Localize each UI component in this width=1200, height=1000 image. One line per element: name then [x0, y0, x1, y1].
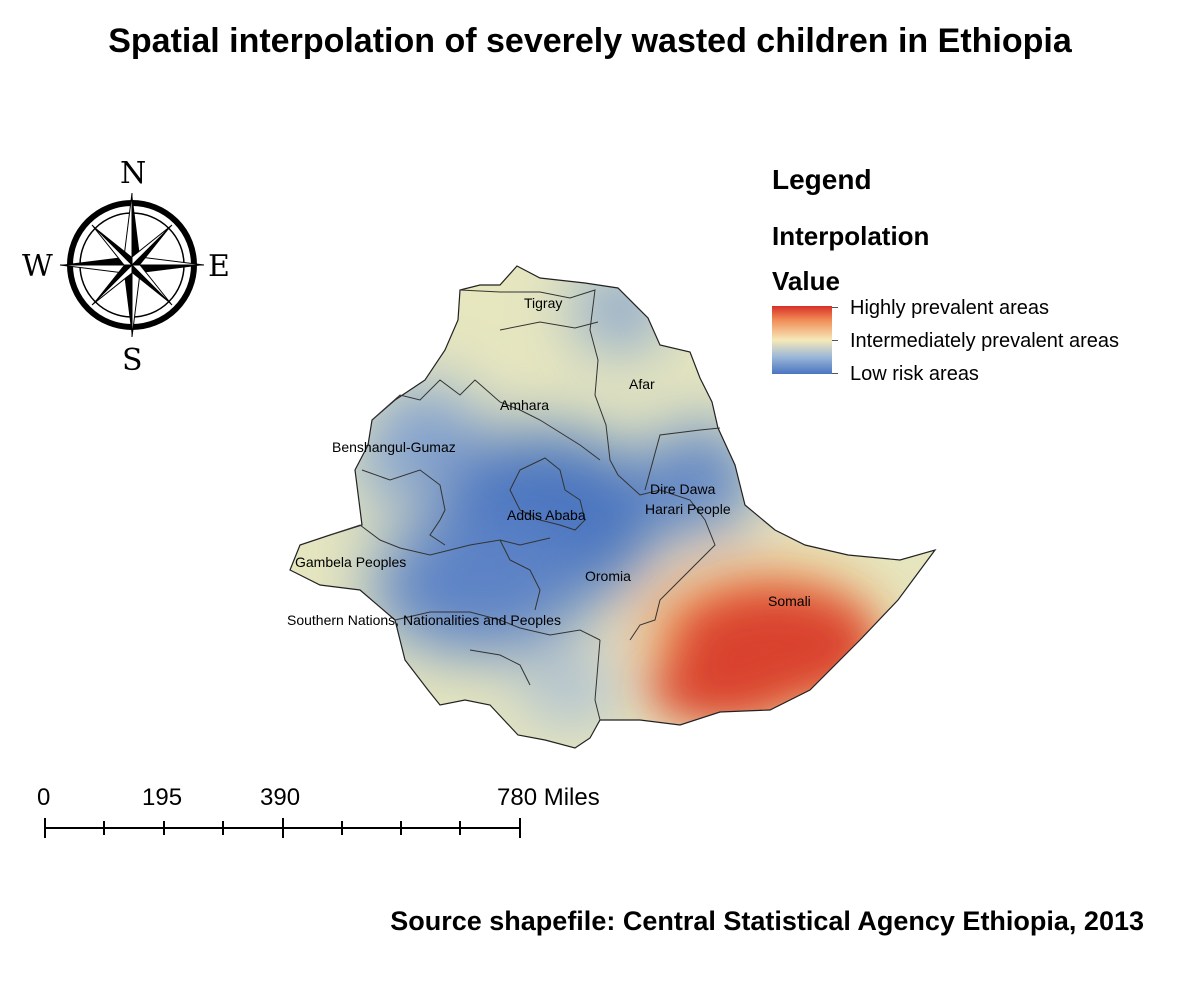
scale-label-780-miles: 780 Miles	[497, 784, 600, 811]
compass-east-label: E	[208, 249, 230, 284]
legend-label-low: Low risk areas	[850, 363, 979, 385]
legend-label-intermediate: Intermediately prevalent areas	[850, 330, 1120, 352]
legend-label-high: Highly prevalent areas	[850, 297, 1049, 319]
source-credit: Source shapefile: Central Statistical Ag…	[390, 906, 1144, 936]
interpolation-surface	[290, 266, 935, 748]
map-title: Spatial interpolation of severely wasted…	[108, 22, 1072, 60]
scale-label-0: 0	[37, 784, 51, 811]
region-label-tigray: Tigray	[524, 295, 562, 311]
legend-tick-high	[832, 307, 838, 308]
region-label-oromia: Oromia	[585, 568, 631, 584]
legend-tick-low	[832, 373, 838, 374]
legend-subtitle-value: Value	[772, 266, 840, 296]
legend-tick-mid	[832, 340, 838, 341]
scale-label-390: 390	[260, 784, 301, 811]
legend-title: Legend	[772, 164, 872, 195]
region-label-dire-dawa: Dire Dawa	[650, 481, 716, 497]
legend-color-ramp	[772, 306, 832, 374]
region-label-snnp: Southern Nations, Nationalities and Peop…	[287, 612, 561, 628]
region-label-addis-ababa: Addis Ababa	[507, 507, 586, 523]
scale-bar	[44, 818, 521, 838]
compass-south-label: S	[122, 343, 143, 378]
legend-subtitle-interpolation: Interpolation	[772, 221, 930, 251]
compass-north-label: N	[120, 156, 146, 191]
scale-label-195: 195	[142, 784, 183, 811]
region-label-harari: Harari People	[645, 501, 731, 517]
compass-star-icon	[59, 192, 205, 338]
region-label-benshangul: Benshangul-Gumaz	[332, 439, 456, 455]
region-label-afar: Afar	[629, 376, 655, 392]
compass-rose: N S E W	[22, 156, 230, 378]
region-label-somali: Somali	[768, 593, 811, 609]
region-boundaries	[329, 289, 721, 721]
region-label-amhara: Amhara	[500, 397, 549, 413]
region-label-gambela: Gambela Peoples	[295, 554, 406, 570]
compass-west-label: W	[22, 249, 53, 284]
